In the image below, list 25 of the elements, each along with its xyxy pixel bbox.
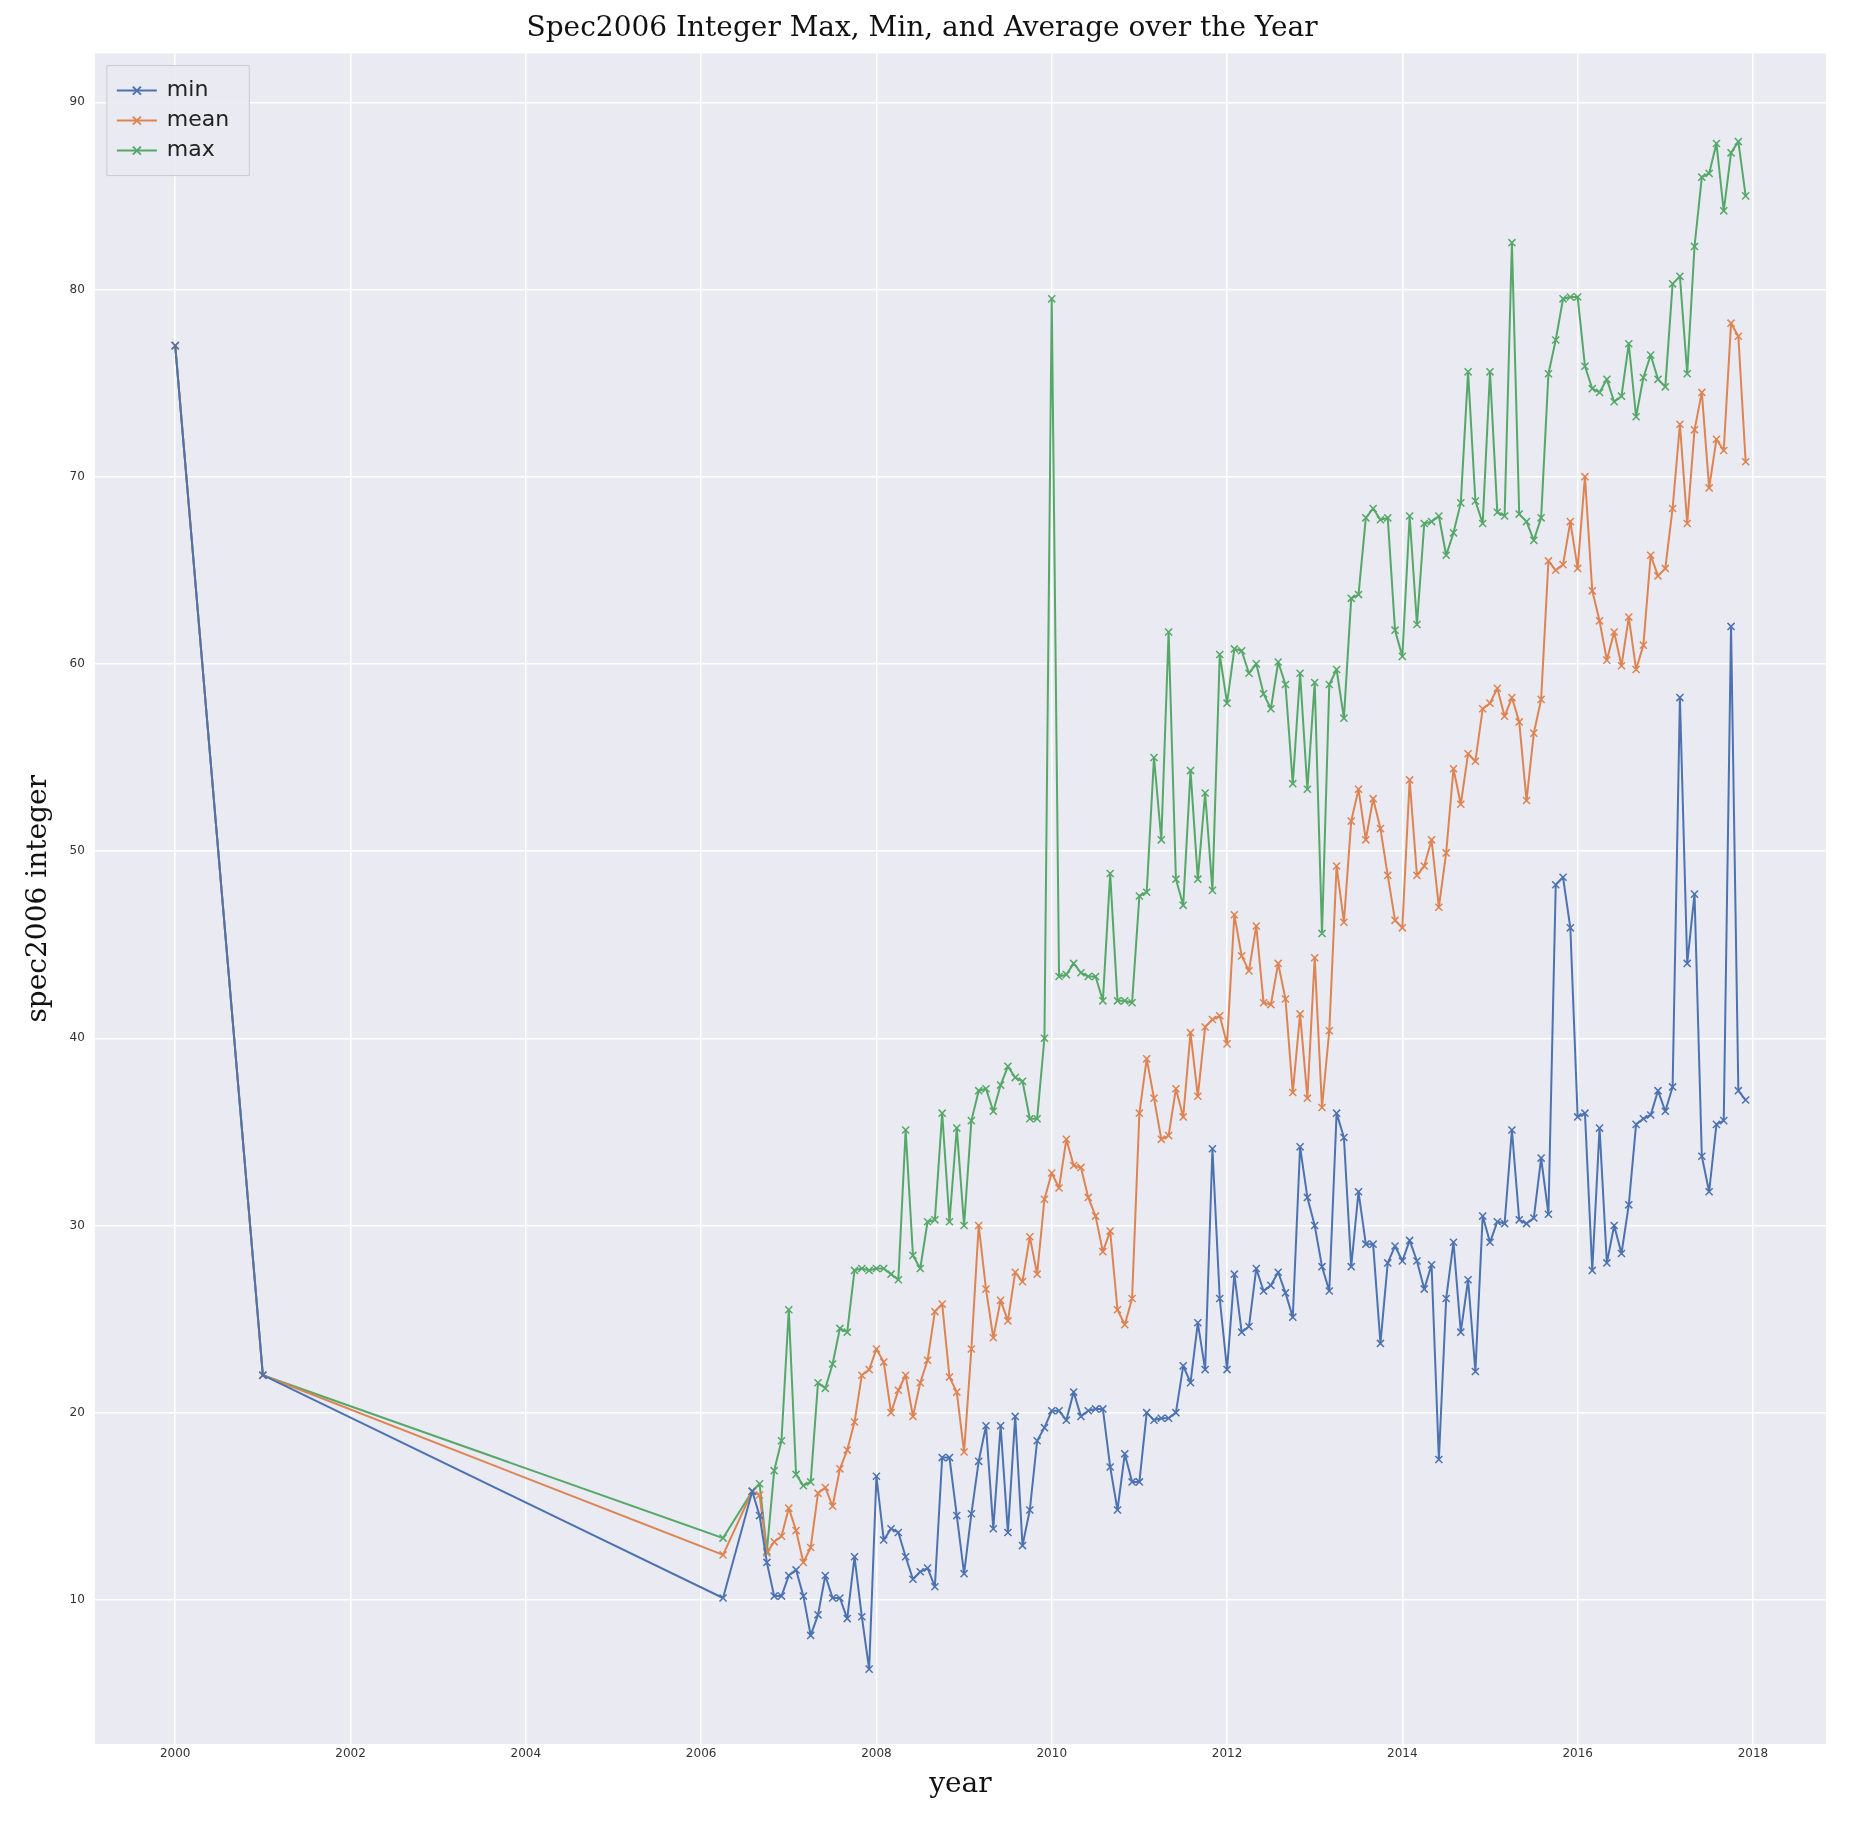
x-tick-label: 2010 [1036, 1746, 1068, 1761]
legend-label: max [166, 136, 215, 162]
legend-label: min [166, 76, 209, 102]
x-tick-label: 2008 [861, 1746, 892, 1761]
y-tick-label: 10 [69, 1591, 85, 1606]
x-tick-label: 2002 [335, 1746, 366, 1761]
y-tick-label: 90 [69, 94, 85, 109]
y-tick-label: 60 [69, 655, 85, 670]
x-axis-title: year [928, 1766, 993, 1800]
y-tick-label: 20 [69, 1404, 85, 1419]
y-tick-label: 70 [69, 468, 85, 483]
x-tick-label: 2004 [510, 1746, 542, 1761]
x-tick-label: 2016 [1562, 1746, 1593, 1761]
y-tick-label: 30 [69, 1217, 85, 1232]
y-tick-label: 50 [69, 843, 85, 858]
x-tick-label: 2006 [685, 1746, 717, 1761]
x-tick-label: 2012 [1211, 1746, 1243, 1761]
x-tick-label: 2018 [1737, 1746, 1769, 1761]
y-axis-title: spec2006 integer [20, 774, 54, 1023]
legend-label: mean [166, 106, 230, 132]
x-tick-label: 2000 [159, 1746, 191, 1761]
y-tick-label: 40 [69, 1030, 85, 1045]
y-tick-label: 80 [69, 281, 85, 296]
x-tick-label: 2014 [1387, 1746, 1418, 1761]
chart-title: Spec2006 Integer Max, Min, and Average over the Year [526, 10, 1319, 44]
